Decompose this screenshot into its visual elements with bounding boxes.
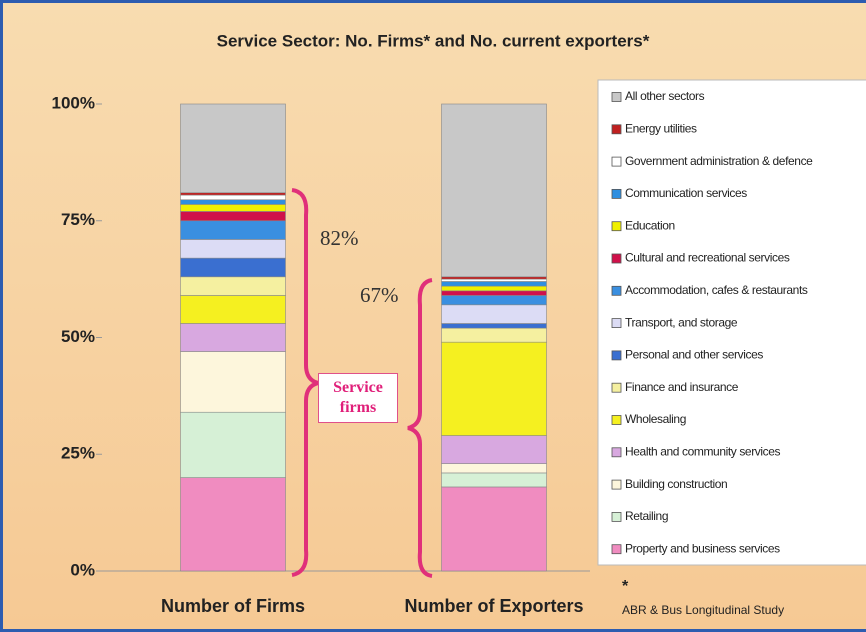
legend-swatch [611, 253, 622, 264]
legend-swatch [611, 92, 622, 102]
bar-segment [441, 285, 547, 292]
brace [407, 278, 433, 578]
legend-swatch [611, 479, 622, 490]
bar-segment [180, 204, 286, 212]
annotation: 67% [360, 283, 399, 307]
bar-segment [180, 295, 286, 324]
bar-segment [180, 323, 286, 352]
y-tick-label: 50% [61, 327, 95, 346]
bar-segment [441, 486, 547, 572]
bar-segment [441, 435, 547, 464]
legend-label: Accommodation, cafes & restaurants [625, 283, 808, 297]
legend-label: Communication services [625, 186, 747, 200]
bar-segment [441, 472, 547, 488]
footnote-mark: * [622, 578, 629, 595]
bar-segment [180, 211, 286, 222]
bar-segment [441, 463, 547, 474]
bar-segment [180, 477, 286, 572]
legend-box [597, 79, 866, 566]
bar-segment [441, 103, 547, 278]
legend-swatch [611, 124, 622, 135]
bar-segment [180, 194, 286, 201]
annotation: Service firms [318, 373, 398, 423]
legend-label: Cultural and recreational services [625, 251, 790, 265]
legend-label: Building construction [625, 477, 727, 491]
legend-swatch [611, 221, 622, 232]
bar-segment [441, 327, 547, 343]
bar-segment [180, 103, 286, 194]
legend-label: Education [625, 218, 675, 232]
bar-segment [441, 304, 547, 324]
legend-swatch [611, 156, 622, 167]
legend-label: Energy utilities [625, 121, 697, 135]
y-tick-label: 75% [61, 210, 95, 229]
legend-swatch [611, 318, 622, 329]
bar-segment [441, 281, 547, 287]
legend-label: Transport, and storage [625, 315, 738, 329]
bar-segment [180, 239, 286, 259]
bar-segment [180, 192, 286, 196]
legend-label: Retailing [625, 509, 668, 523]
chart-title: Service Sector: No. Firms* and No. curre… [217, 31, 650, 50]
legend-swatch [611, 188, 622, 199]
y-tick-label: 100% [52, 93, 95, 112]
legend-swatch [611, 382, 622, 393]
bar-segment [180, 220, 286, 240]
footnote: ABR & Bus Longitudinal Study [622, 603, 784, 617]
legend-label: Personal and other services [625, 348, 763, 362]
bar-segment [441, 278, 547, 282]
y-tick-label: 0% [70, 560, 95, 579]
x-tick-label: Number of Firms [161, 596, 305, 616]
legend-swatch [611, 285, 622, 296]
legend-label: Finance and insurance [625, 380, 739, 394]
bar-segment [180, 411, 286, 478]
bar-segment [441, 341, 547, 436]
y-tick-label: 25% [61, 444, 95, 463]
bar-segment [180, 351, 286, 413]
bar-segment [441, 295, 547, 306]
legend-label: Property and business services [625, 541, 780, 555]
bar-segment [180, 199, 286, 205]
legend-label: All other sectors [625, 89, 705, 103]
bar-segment [441, 323, 547, 329]
legend-swatch [611, 350, 622, 361]
annotation: 82% [320, 226, 359, 250]
legend-label: Wholesaling [625, 412, 686, 426]
bar-segment [180, 276, 286, 296]
bar-segment [180, 257, 286, 278]
legend-swatch [611, 544, 622, 555]
legend-label: Government administration & defence [625, 154, 813, 168]
bar-segment [441, 276, 547, 280]
legend-label: Health and community services [625, 444, 781, 458]
x-tick-label: Number of Exporters [404, 596, 583, 616]
legend-swatch [611, 512, 622, 522]
bar-segment [441, 290, 547, 296]
legend-swatch [611, 447, 622, 458]
legend-swatch [611, 415, 622, 425]
